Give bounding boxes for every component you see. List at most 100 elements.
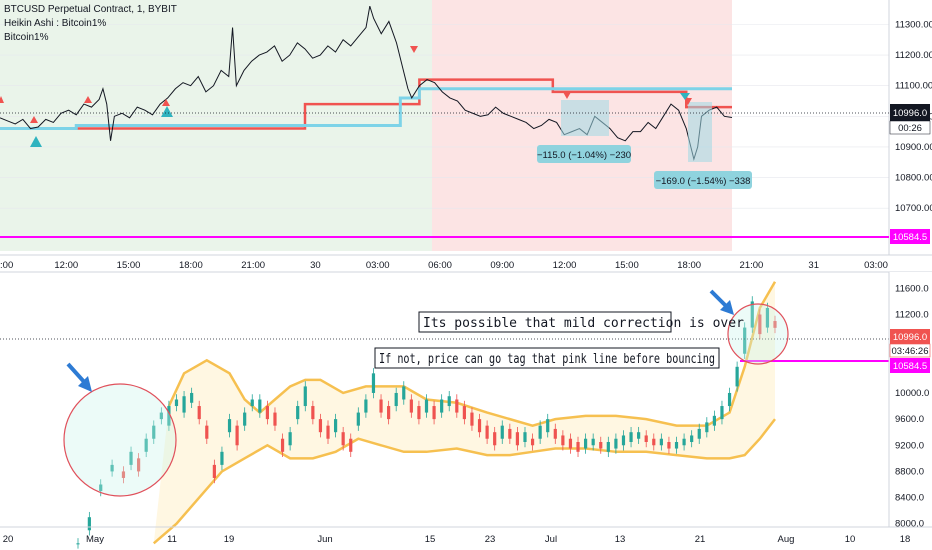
candle — [561, 435, 565, 446]
x-tick-label: 18 — [900, 534, 911, 545]
candle — [356, 412, 360, 426]
candle — [614, 438, 618, 449]
candle — [652, 438, 656, 446]
candle — [500, 425, 504, 439]
note-text-1: Its possible that mild correction is ove… — [423, 316, 744, 331]
candle — [712, 415, 716, 426]
candle — [341, 432, 345, 446]
x-tick-label: 23 — [485, 534, 496, 545]
stat-box-1 — [537, 145, 631, 163]
x-tick-label: 12:00 — [553, 260, 577, 271]
top-x-tick-labels: 9:00 12:00 15:00 18:00 21:00 30 03:00 06:00 09:0… — [0, 260, 888, 271]
candle — [87, 517, 91, 531]
candle — [637, 432, 641, 439]
candle — [599, 442, 603, 449]
indicator-label-1: Heikin Ashi : Bitcoin1% — [4, 18, 106, 29]
arrow-icon — [66, 362, 92, 392]
candle — [243, 412, 247, 426]
y-tick-label: 10000.0 — [895, 388, 929, 399]
candle — [735, 366, 739, 387]
y-tick-label: 10800.00 — [895, 173, 932, 184]
candle — [773, 321, 777, 328]
candle — [288, 432, 292, 446]
top-support-label: 10584.5 — [893, 232, 927, 243]
bottom-current-price-label: 10996.0 — [893, 332, 927, 343]
candle — [508, 428, 512, 439]
candle — [583, 438, 588, 449]
candle — [144, 438, 148, 452]
candle — [258, 399, 262, 413]
sell-marker-icon — [410, 46, 418, 53]
x-tick-label: Jul — [545, 534, 557, 545]
candle — [76, 543, 80, 545]
y-tick-label: 11600.0 — [895, 283, 929, 294]
candle — [644, 435, 648, 442]
top-price-line — [0, 5, 733, 162]
sell-marker-icon — [563, 92, 571, 99]
candle — [424, 399, 429, 413]
candle — [121, 471, 126, 478]
stat-label-2: −169.0 (−1.54%) −338 — [656, 176, 751, 187]
candle — [621, 435, 626, 446]
y-tick-label: 11200.00 — [895, 50, 932, 61]
candle — [606, 442, 610, 452]
candle — [379, 399, 383, 413]
candle — [546, 419, 550, 433]
candle — [727, 392, 732, 407]
sell-marker-icon — [30, 116, 38, 123]
candle — [493, 432, 497, 446]
buy-marker-icon — [161, 106, 173, 117]
bottom-price-axis — [889, 272, 932, 527]
x-tick-label: 11 — [167, 534, 177, 545]
candle — [750, 301, 754, 328]
candle — [538, 425, 542, 439]
sell-marker-icon — [684, 98, 692, 105]
bottom-timer-tag — [889, 343, 931, 358]
x-tick-label: 03:00 — [864, 260, 888, 271]
y-tick-label: 10700.00 — [895, 203, 932, 214]
y-tick-label: 11100.00 — [895, 81, 932, 92]
candle — [250, 399, 254, 407]
candle — [553, 428, 557, 439]
top-timer-tag — [889, 120, 931, 135]
x-tick-label: 15:00 — [117, 260, 141, 271]
x-tick-label: Aug — [778, 534, 795, 545]
candle — [220, 451, 224, 465]
candle — [743, 327, 747, 354]
top-timer-label: 00:26 — [898, 123, 922, 134]
candle — [629, 432, 633, 442]
candle — [235, 425, 239, 446]
candle — [212, 464, 216, 478]
x-tick-label: 30 — [310, 260, 321, 271]
note-text-2: If not, price can go tag that pink line … — [379, 352, 715, 367]
bottom-timer-label: 03:46:26 — [892, 346, 929, 357]
x-tick-label: 10 — [845, 534, 856, 545]
candle — [349, 438, 353, 452]
candle — [318, 419, 323, 433]
candle — [765, 307, 770, 328]
note-box-2 — [374, 347, 720, 369]
highlight-circle-now — [727, 303, 789, 365]
y-tick-label: 8000.0 — [895, 519, 924, 530]
candle — [326, 425, 330, 439]
x-tick-label: 03:00 — [366, 260, 390, 271]
candle — [333, 419, 338, 433]
highlight-circle-may — [63, 383, 177, 497]
indicator-label-2: Bitcoin1% — [4, 32, 49, 43]
candle — [394, 392, 398, 407]
top-current-price-label: 10996.0 — [893, 108, 927, 119]
candle — [477, 419, 482, 433]
candle — [296, 406, 300, 420]
x-tick-label: 15 — [425, 534, 436, 545]
y-tick-label: 9600.0 — [895, 414, 924, 425]
candle — [273, 412, 277, 426]
note-box-1 — [418, 311, 672, 333]
sell-marker-icon — [162, 99, 170, 106]
x-tick-label: 18:00 — [179, 260, 203, 271]
band-lower-line — [152, 418, 776, 545]
top-gridlines — [0, 24, 889, 209]
candle — [159, 412, 163, 420]
y-tick-label: 11200.0 — [895, 310, 929, 321]
sell-marker-icon — [84, 96, 92, 103]
